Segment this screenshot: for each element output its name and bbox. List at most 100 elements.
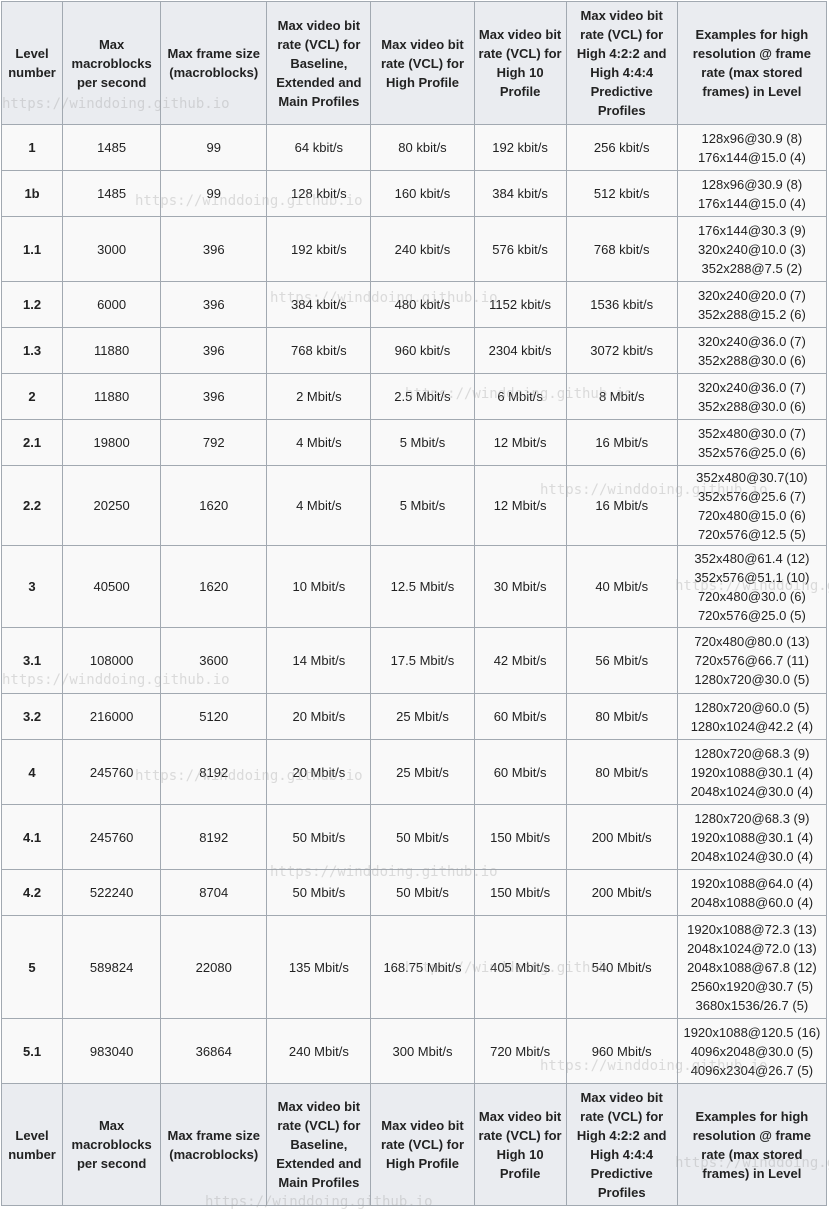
table-cell: 99 [160,170,268,217]
example-resolution: 720x576@25.0 (5) [697,607,806,623]
example-resolution: 2048x1088@67.8 (12) [687,959,817,975]
table-cell: 8192 [160,739,268,805]
example-resolution: 352x576@51.1 (10) [694,569,810,585]
table-cell: 11880 [62,327,162,374]
table-cell: 17.5 Mbit/s [370,627,475,694]
table-cell: 128 kbit/s [266,170,372,217]
example-resolution: 2048x1024@72.0 (13) [687,940,817,956]
table-cell: 384 kbit/s [473,170,567,217]
table-cell: 512 kbit/s [565,170,678,217]
table-cell: 12.5 Mbit/s [370,545,475,628]
table-row: 1 1485 99 64 kbit/s 80 kbit/s 192 kbit/s 256 k… [0,124,828,171]
table-cell: 1280x720@68.3 (9) 1920x1088@30.1 (4) 2048x… [676,804,828,870]
level-number-cell: 1.3 [0,327,64,374]
table-cell: 396 [160,327,268,374]
table-cell: 1620 [160,465,268,546]
example-resolution: 2560x1920@30.7 (5) [690,978,814,994]
table-cell: 3072 kbit/s [565,327,678,374]
table-row: 1.3 11880 396 768 kbit/s 960 kbit/s 2304 kbit… [0,327,828,374]
example-resolution: 1280x720@68.3 (9) [694,810,810,826]
table-cell: 150 Mbit/s [473,869,567,916]
table-cell: 128x96@30.9 (8) 176x144@15.0 (4) [676,170,828,217]
column-header: Max video bit rate (VCL) for Baseline, E… [266,1,372,125]
table-cell: 320x240@20.0 (7) 352x288@15.2 (6) [676,281,828,328]
table-cell: 108000 [62,627,162,694]
table-cell: 200 Mbit/s [565,804,678,870]
table-cell: 1485 [62,170,162,217]
table-cell: 720 Mbit/s [473,1018,567,1084]
level-number-cell: 1b [0,170,64,217]
table-cell: 4 Mbit/s [266,419,372,466]
table-row: 5 589824 22080 135 Mbit/s 168.75 Mbit/s 405 M… [0,915,828,1019]
table-cell: 16 Mbit/s [565,465,678,546]
table-row: 3.2 216000 5120 20 Mbit/s 25 Mbit/s 60 Mbit/s… [0,693,828,740]
table-cell: 792 [160,419,268,466]
table-cell: 983040 [62,1018,162,1084]
level-number-cell: 4 [0,739,64,805]
table-cell: 1920x1088@72.3 (13) 2048x1024@72.0 (13) 20… [676,915,828,1019]
column-header: Max video bit rate (VCL) for High 10 Pro… [473,1083,567,1206]
table-cell: 396 [160,216,268,282]
table-cell: 168.75 Mbit/s [370,915,475,1019]
column-header: Max video bit rate (VCL) for Baseline, E… [266,1083,372,1206]
table-cell: 5120 [160,693,268,740]
table-cell: 19800 [62,419,162,466]
table-cell: 176x144@30.3 (9) 320x240@10.0 (3) 352x288@… [676,216,828,282]
table-cell: 50 Mbit/s [266,804,372,870]
example-resolution: 1920x1088@72.3 (13) [687,921,817,937]
example-resolution: 720x480@30.0 (6) [697,588,806,604]
example-resolution: 352x576@25.0 (6) [697,444,806,460]
example-resolution: 352x288@7.5 (2) [701,260,803,276]
example-resolution: 352x576@25.6 (7) [697,488,806,504]
level-number-cell: 3 [0,545,64,628]
table-cell: 200 Mbit/s [565,869,678,916]
table-cell: 20 Mbit/s [266,739,372,805]
table-cell: 540 Mbit/s [565,915,678,1019]
example-resolution: 720x576@66.7 (11) [694,653,809,668]
table-cell: 12 Mbit/s [473,419,567,466]
table-cell: 99 [160,124,268,171]
table-cell: 22080 [160,915,268,1019]
example-resolution: 4096x2048@30.0 (5) [690,1043,814,1059]
table-cell: 720x480@80.0 (13) 720x576@66.7 (11) 1280x7… [676,627,828,694]
example-resolution: 720x480@15.0 (6) [697,507,806,523]
table-row: 2 11880 396 2 Mbit/s 2.5 Mbit/s 6 Mbit/s 8 Mbi… [0,373,828,420]
table-cell: 1152 kbit/s [473,281,567,328]
table-cell: 192 kbit/s [473,124,567,171]
column-header: Level number [0,1,64,125]
table-cell: 20 Mbit/s [266,693,372,740]
column-header: Level number [0,1083,64,1206]
column-header: Max macroblocks per second [62,1,162,125]
table-cell: 56 Mbit/s [565,627,678,694]
example-resolution: 1280x720@68.3 (9) [694,745,810,761]
level-number-cell: 1.2 [0,281,64,328]
table-cell: 50 Mbit/s [370,804,475,870]
example-resolution: 4096x2304@26.7 (5) [690,1062,814,1078]
table-cell: 60 Mbit/s [473,693,567,740]
example-resolution: 176x144@15.0 (4) [697,149,806,165]
table-cell: 12 Mbit/s [473,465,567,546]
level-number-cell: 2 [0,373,64,420]
example-resolution: 320x240@36.0 (7) [697,379,806,395]
example-resolution: 720x480@80.0 (13) [694,634,810,649]
example-resolution: 2048x1024@30.0 (4) [690,848,814,864]
table-cell: 4 Mbit/s [266,465,372,546]
table-cell: 384 kbit/s [266,281,372,328]
example-resolution: 720x576@12.5 (5) [697,526,806,542]
table-row: 3 40500 1620 10 Mbit/s 12.5 Mbit/s 30 Mbit/s 4… [0,545,828,628]
table-cell: 8704 [160,869,268,916]
example-resolution: 1920x1088@120.5 (16) [683,1024,821,1040]
table-cell: 8192 [160,804,268,870]
table-cell: 320x240@36.0 (7) 352x288@30.0 (6) [676,373,828,420]
table-cell: 2304 kbit/s [473,327,567,374]
table-cell: 960 kbit/s [370,327,475,374]
footer-header-row: Level number Max macroblocks per second Ma… [0,1083,828,1206]
table-cell: 50 Mbit/s [370,869,475,916]
table-cell: 20250 [62,465,162,546]
example-resolution: 1920x1088@30.1 (4) [690,764,814,780]
table-cell: 352x480@61.4 (12) 352x576@51.1 (10) 720x48… [676,545,828,628]
table-row: 2.1 19800 792 4 Mbit/s 5 Mbit/s 12 Mbit/s 16 M… [0,419,828,466]
table-cell: 5 Mbit/s [370,465,475,546]
table-row: 4 245760 8192 20 Mbit/s 25 Mbit/s 60 Mbit/s 80… [0,739,828,805]
